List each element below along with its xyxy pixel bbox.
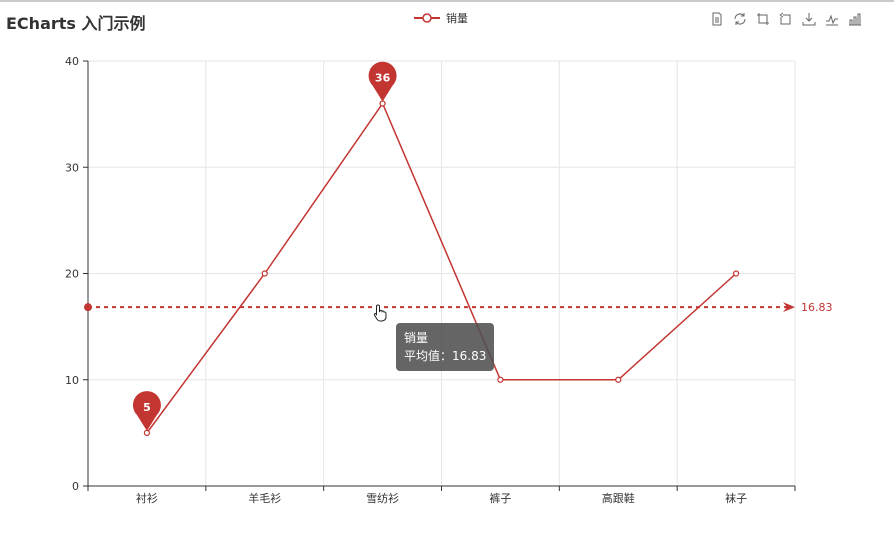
data-point [261, 270, 268, 277]
data-point [497, 376, 504, 383]
x-tick-label: 高跟鞋 [602, 491, 635, 505]
data-point [379, 100, 386, 107]
mark-point-label: 5 [143, 401, 151, 414]
restore-icon[interactable] [731, 10, 748, 27]
mark-line-start [84, 303, 92, 312]
x-tick-label: 雪纺衫 [366, 491, 399, 505]
series-line [146, 101, 737, 434]
x-tick-label: 袜子 [725, 491, 747, 505]
save-image-icon[interactable] [800, 10, 817, 27]
x-tick-label: 衬衫 [136, 492, 158, 505]
y-tick-label: 10 [65, 374, 79, 387]
y-tick-label: 40 [65, 55, 79, 68]
mark-point-pin [368, 61, 397, 102]
x-tick-label: 裤子 [489, 491, 511, 505]
top-border [0, 0, 894, 2]
x-tick-label: 羊毛衫 [248, 491, 281, 505]
zoom-icon[interactable] [754, 10, 771, 27]
hand-cursor-icon [373, 304, 389, 326]
tooltip-series: 销量 [404, 331, 429, 345]
mark-point-label: 36 [375, 72, 391, 85]
toolbox [708, 10, 863, 27]
tooltip-value: 平均值：16.83 [404, 349, 487, 363]
mark-point-pin [132, 391, 161, 431]
y-tick-label: 30 [65, 161, 79, 174]
y-tick-label: 20 [65, 268, 79, 281]
data-point [143, 429, 151, 436]
tooltip: 销量 平均值：16.83 [396, 323, 495, 371]
legend-line-icon [414, 13, 440, 23]
data-point [732, 270, 740, 277]
data-view-icon[interactable] [708, 10, 725, 27]
line-chart-icon[interactable] [823, 10, 840, 27]
mark-line-label: 16.83 [801, 301, 833, 314]
chart-title: ECharts 入门示例 [6, 14, 146, 33]
zoom-back-icon[interactable] [777, 10, 794, 27]
mark-line-arrow [783, 302, 795, 313]
legend-item[interactable]: 销量 [414, 10, 468, 26]
bar-chart-icon[interactable] [846, 10, 863, 27]
legend-label: 销量 [446, 12, 468, 25]
data-point [615, 376, 622, 383]
y-tick-label: 0 [72, 480, 79, 493]
